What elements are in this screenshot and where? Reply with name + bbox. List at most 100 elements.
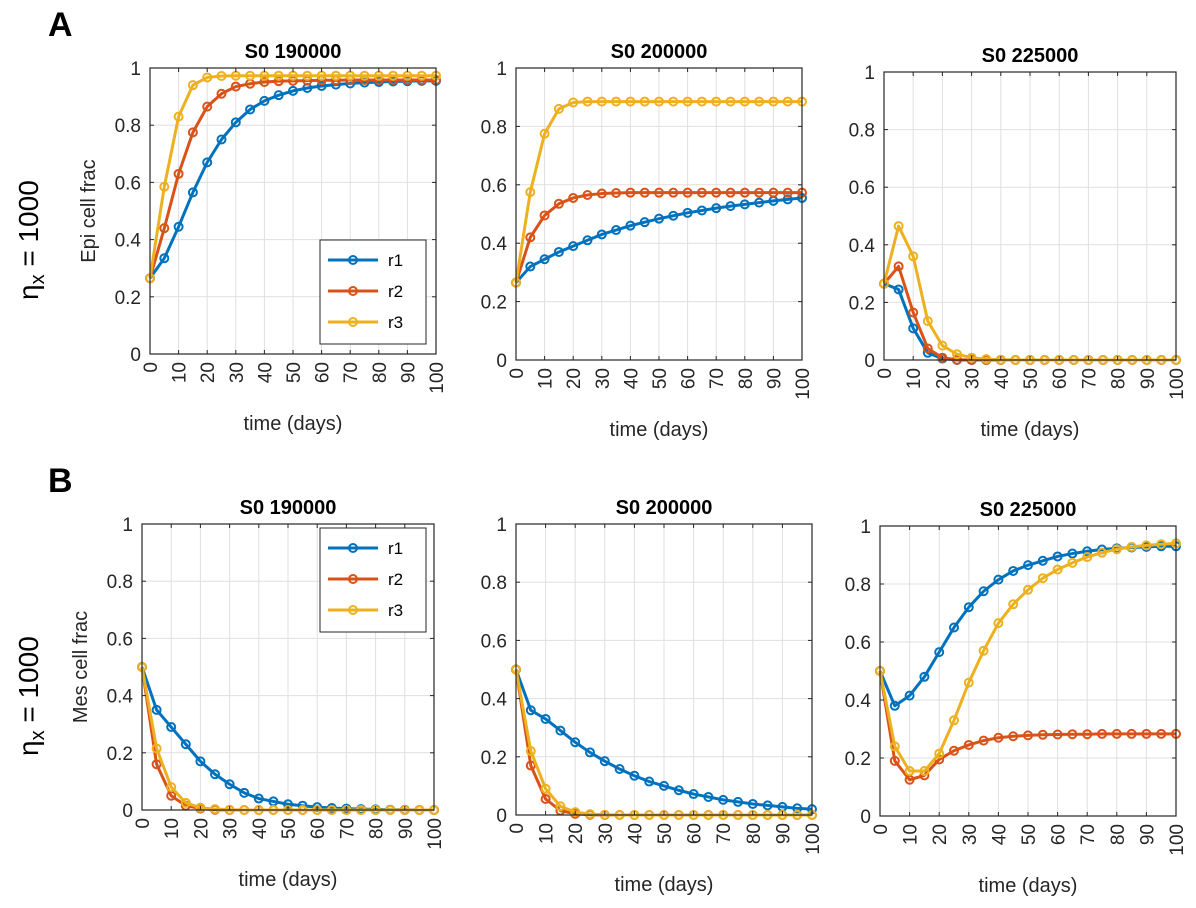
x-tick-label: 50: [279, 818, 300, 839]
data-point-r2: [259, 77, 270, 88]
data-point-r2: [963, 739, 974, 750]
x-axis-label: time (days): [981, 419, 1080, 441]
y-axis-label: Mes cell frac: [70, 611, 92, 723]
y-tick-label: 0.8: [845, 575, 871, 596]
x-tick-label: 30: [227, 362, 248, 383]
y-tick-label: 1: [122, 515, 133, 536]
data-point-r2: [949, 745, 959, 756]
data-point-r1: [782, 194, 793, 205]
data-point-r3: [302, 70, 313, 81]
data-point-r2: [768, 187, 779, 198]
data-point-r1: [703, 791, 714, 802]
x-tick-label: 100: [1167, 824, 1188, 856]
data-point-r2: [993, 732, 1004, 743]
data-point-r3: [1082, 552, 1093, 563]
data-point-r3: [1008, 599, 1019, 610]
legend-marker-r3: [348, 317, 358, 327]
data-point-r3: [596, 96, 607, 107]
data-point-r1: [585, 747, 595, 758]
data-point-r3: [553, 103, 564, 114]
data-point-r3: [151, 743, 162, 754]
data-point-r1: [1008, 565, 1019, 576]
data-point-r1: [288, 85, 298, 96]
x-tick-label: 70: [1078, 824, 1099, 845]
x-tick-label: 30: [221, 818, 242, 839]
x-tick-label: 40: [989, 824, 1010, 845]
data-point-r3: [978, 645, 989, 656]
data-point-r3: [949, 715, 959, 726]
data-point-r2: [978, 735, 989, 746]
data-point-r1: [596, 229, 607, 240]
data-point-r1: [792, 803, 803, 814]
data-point-r3: [582, 96, 593, 107]
data-point-r2: [889, 755, 900, 766]
data-point-r3: [1067, 557, 1078, 568]
data-point-r1: [316, 81, 327, 92]
x-axis-label: time (days): [615, 874, 714, 896]
data-point-r3: [654, 96, 664, 107]
data-point-r2: [782, 187, 793, 198]
data-point-r2: [159, 223, 170, 234]
data-point-r3: [908, 251, 919, 262]
data-point-r2: [553, 198, 564, 209]
data-point-r1: [273, 90, 284, 101]
data-point-r2: [1052, 729, 1063, 740]
data-point-r1: [654, 213, 664, 224]
data-point-r1: [747, 798, 758, 809]
data-point-r1: [166, 722, 177, 733]
legend-marker-r1: [348, 255, 358, 265]
y-tick-label: 0.2: [481, 293, 507, 314]
data-point-r3: [210, 804, 220, 815]
x-tick-label: 90: [398, 362, 419, 383]
y-tick-label: 0: [860, 807, 871, 828]
legend-label-r3: r3: [388, 601, 403, 620]
data-point-r3: [768, 96, 779, 107]
data-point-r2: [908, 307, 919, 318]
data-point-r3: [166, 782, 177, 793]
x-tick-label: 20: [930, 824, 951, 845]
data-point-r1: [644, 776, 655, 787]
data-point-r2: [1023, 730, 1033, 741]
x-tick-label: 40: [625, 823, 646, 844]
x-tick-label: 10: [904, 368, 925, 389]
data-point-r1: [599, 756, 610, 767]
x-tick-label: 40: [621, 368, 642, 389]
data-point-r3: [889, 741, 900, 752]
x-tick-label: 10: [901, 824, 922, 845]
data-point-r1: [688, 789, 699, 800]
data-point-r3: [1156, 539, 1167, 550]
data-point-r2: [725, 187, 736, 198]
data-point-r1: [963, 602, 974, 613]
data-point-r1: [978, 586, 989, 597]
data-point-r3: [1052, 564, 1063, 575]
data-point-r2: [1082, 729, 1093, 740]
data-point-r3: [611, 96, 622, 107]
data-point-r2: [202, 101, 213, 112]
legend: r1 r2 r3: [319, 239, 427, 345]
data-point-r1: [668, 210, 679, 221]
x-tick-label: 40: [255, 362, 276, 383]
x-tick-label: 20: [198, 362, 219, 383]
x-tick-label: 80: [744, 823, 765, 844]
y-tick-label: 1: [496, 515, 507, 536]
data-point-r1: [555, 725, 566, 736]
data-point-r1: [245, 104, 256, 115]
data-point-r1: [180, 739, 191, 750]
data-point-r3: [1141, 540, 1152, 551]
data-point-r1: [711, 203, 722, 214]
data-point-r1: [1023, 560, 1033, 571]
legend-marker-r3: [348, 605, 358, 615]
data-point-r3: [330, 70, 341, 81]
y-tick-label: 1: [864, 63, 875, 84]
x-tick-label: 10: [170, 362, 191, 383]
data-point-r1: [253, 793, 264, 804]
row-label-b-base: η: [13, 740, 44, 756]
data-point-r3: [1023, 584, 1033, 595]
data-point-r3: [1111, 544, 1122, 555]
data-point-r3: [639, 96, 650, 107]
data-point-r1: [259, 95, 270, 106]
x-tick-label: 60: [1050, 368, 1071, 389]
